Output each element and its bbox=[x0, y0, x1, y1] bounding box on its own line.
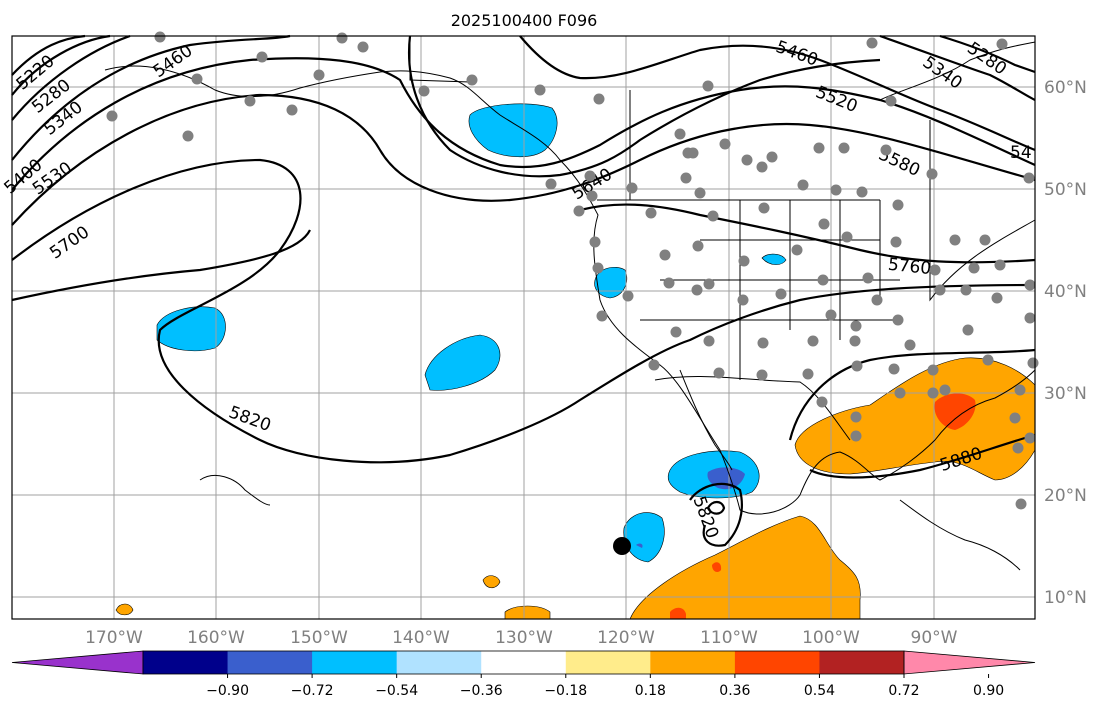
lon-label: 90°W bbox=[911, 628, 958, 648]
pos-anomaly-gulf-core bbox=[934, 393, 976, 430]
lon-label: 150°W bbox=[290, 628, 348, 648]
lat-label: 40°N bbox=[1044, 282, 1087, 302]
pos-anomaly-small-2 bbox=[115, 603, 134, 616]
colorbar-segment bbox=[734, 651, 820, 674]
colorbar-tick-label: −0.90 bbox=[206, 683, 249, 699]
colorbar-tick-label: 0.54 bbox=[804, 683, 835, 699]
lon-label: 140°W bbox=[392, 628, 450, 648]
map-panel: 5220 5280 5340 5460 5400 5530 5700 5460 … bbox=[1, 31, 1039, 620]
colorbar-tick-label: 0.36 bbox=[719, 683, 750, 699]
lat-label: 20°N bbox=[1044, 486, 1087, 506]
neg-anomaly-midpacific-2 bbox=[424, 334, 501, 391]
colorbar-extend-min bbox=[11, 650, 144, 675]
colorbar-tick-label: 0.18 bbox=[635, 683, 666, 699]
coastlines bbox=[104, 36, 1036, 571]
colorbar-tick-label: −0.54 bbox=[375, 683, 418, 699]
pos-anomaly-eastpac bbox=[629, 515, 861, 620]
longitude-labels: 170°W 160°W 150°W 140°W 130°W 120°W 110°… bbox=[85, 628, 958, 648]
pos-anomaly-gulf bbox=[794, 357, 1036, 481]
station-markers bbox=[106, 31, 1039, 510]
neg-anomaly-alaska bbox=[468, 103, 558, 158]
colorbar-segment bbox=[143, 651, 229, 674]
colorbar-segment bbox=[650, 651, 736, 674]
pos-anomaly-small-3 bbox=[504, 605, 551, 620]
colorbar-segment bbox=[227, 651, 313, 674]
graticule bbox=[12, 36, 1035, 619]
map-frame bbox=[11, 35, 1036, 620]
map-title: 2025100400 F096 bbox=[451, 11, 598, 30]
pos-anomaly-eastpac-core-2 bbox=[712, 562, 722, 573]
lon-label: 110°W bbox=[700, 628, 758, 648]
colorbar-tick-label: 0.90 bbox=[973, 683, 1004, 699]
contour-label: 54 bbox=[1010, 143, 1032, 163]
colorbar-segment bbox=[481, 651, 567, 674]
storm-center-marker bbox=[613, 537, 631, 555]
lat-label: 10°N bbox=[1044, 588, 1087, 608]
neg-anomaly-eastpac-core bbox=[636, 543, 643, 548]
colorbar-frame bbox=[142, 650, 905, 675]
colorbar: −0.90 −0.72 −0.54 −0.36 −0.18 0.18 0.36 0.54 0.7… bbox=[11, 650, 1036, 699]
colorbar-tick-label: −0.72 bbox=[291, 683, 334, 699]
lon-label: 100°W bbox=[802, 628, 860, 648]
height-contours bbox=[11, 34, 1036, 547]
pos-anomaly-small-1 bbox=[482, 575, 501, 589]
lon-label: 120°W bbox=[597, 628, 655, 648]
colorbar-tick-label: −0.36 bbox=[460, 683, 503, 699]
pos-anomaly-eastpac-core bbox=[670, 607, 686, 619]
lon-label: 130°W bbox=[495, 628, 553, 648]
neg-anomaly-midpacific-1 bbox=[156, 306, 226, 352]
colorbar-tick-label: 0.72 bbox=[888, 683, 919, 699]
lat-label: 30°N bbox=[1044, 384, 1087, 404]
colorbar-segment bbox=[396, 651, 482, 674]
lat-label: 50°N bbox=[1044, 180, 1087, 200]
lon-label: 160°W bbox=[187, 628, 245, 648]
lon-label: 170°W bbox=[85, 628, 143, 648]
latitude-labels: 60°N 50°N 40°N 30°N 20°N 10°N bbox=[1044, 78, 1087, 608]
colorbar-ticks: −0.90 −0.72 −0.54 −0.36 −0.18 0.18 0.36 0.54 0.7… bbox=[206, 674, 1004, 699]
colorbar-extend-max bbox=[903, 650, 1036, 675]
colorbar-tick-label: −0.18 bbox=[544, 683, 587, 699]
neg-anomaly-rockies bbox=[761, 253, 787, 265]
colorbar-segment bbox=[312, 651, 398, 674]
colorbar-segment bbox=[819, 651, 905, 674]
lat-label: 60°N bbox=[1044, 78, 1087, 98]
colorbar-segment bbox=[565, 651, 651, 674]
contour-label: 5760 bbox=[887, 255, 932, 279]
colorbar-segments bbox=[11, 650, 1036, 675]
